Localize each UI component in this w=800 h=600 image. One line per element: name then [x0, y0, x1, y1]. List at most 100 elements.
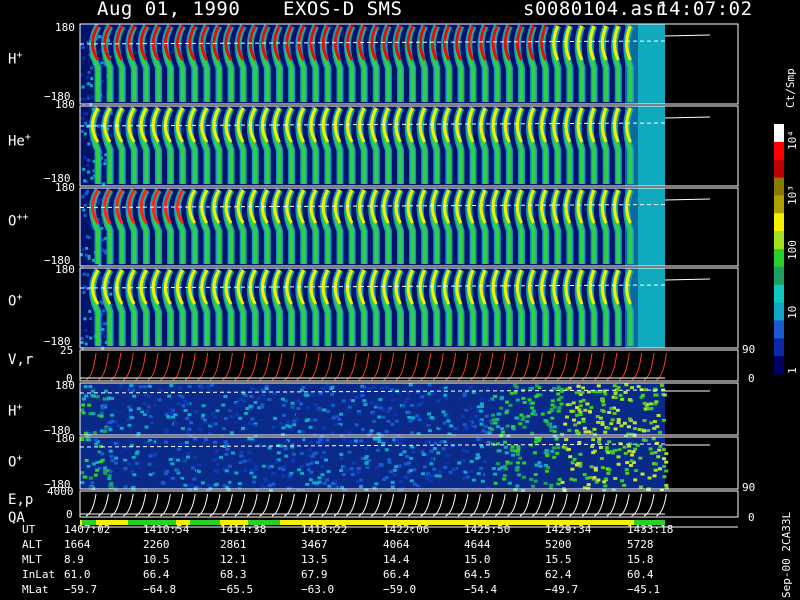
spectro-pixel: [187, 413, 192, 417]
spectro-pixel: [386, 419, 391, 423]
spectro-pixel: [481, 383, 486, 387]
spectro-pixel: [281, 404, 286, 408]
spectro-pixel: [193, 437, 198, 441]
spectro-pixel: [274, 460, 279, 464]
spectro-pixel: [441, 410, 446, 414]
spectro-pixel: [180, 427, 185, 431]
noise-pixel: [85, 112, 89, 116]
arc-peak: [333, 25, 342, 61]
noise-pixel: [87, 123, 91, 127]
spectro-pixel: [628, 418, 633, 422]
spectro-pixel: [106, 396, 111, 400]
spectro-pixel: [627, 417, 632, 421]
spectro-pixel: [474, 393, 479, 397]
spectro-pixel: [314, 403, 319, 407]
spectro-pixel: [97, 450, 102, 454]
spectro-pixel: [223, 417, 228, 421]
spectro-pixel: [390, 480, 395, 484]
spectro-pixel: [376, 437, 381, 441]
arc-peak: [600, 107, 608, 143]
arc-peak: [418, 189, 427, 224]
trace-line: [358, 352, 370, 381]
spectro-pixel: [200, 385, 205, 389]
spectro-pixel: [577, 390, 582, 394]
panel-label-he-plus: He+: [8, 132, 31, 150]
spectro-pixel: [662, 464, 667, 468]
spectro-pixel: [423, 402, 428, 406]
spectro-pixel: [438, 467, 443, 471]
spectro-pixel: [153, 452, 158, 456]
spectro-pixel: [102, 404, 107, 408]
spectro-pixel: [305, 482, 310, 486]
spectro-pixel: [347, 431, 352, 435]
spectro-pixel: [561, 445, 566, 449]
spectro-pixel: [545, 454, 550, 458]
spectro-pixel: [108, 483, 113, 487]
spectro-pixel: [136, 443, 141, 447]
noise-pixel: [84, 192, 88, 196]
spectro-pixel: [534, 463, 539, 467]
arc-peak: [540, 189, 548, 224]
spectro-pixel: [657, 467, 662, 471]
spectro-pixel: [612, 406, 617, 410]
spectro-pixel: [534, 437, 539, 441]
spectro-pixel: [586, 390, 591, 394]
spectro-pixel: [489, 419, 494, 423]
spectro-pixel: [570, 461, 575, 465]
spectro-pixel: [278, 444, 283, 448]
spectro-pixel: [578, 404, 583, 408]
spectro-pixel: [530, 412, 535, 416]
spectro-pixel: [609, 422, 614, 426]
spectro-pixel: [84, 394, 89, 398]
ytick-max: 180: [55, 181, 75, 194]
colorbar-tick-1: 1: [786, 367, 799, 374]
spectro-pixel: [80, 481, 85, 485]
spectro-pixel: [148, 473, 153, 477]
spectro-pixel: [630, 386, 635, 390]
arc-peak: [625, 107, 632, 143]
spectro-pixel: [378, 406, 383, 410]
colorbar-segment: [774, 195, 784, 214]
table-cell: 10.5: [143, 553, 170, 566]
spectro-pixel: [223, 440, 228, 444]
spectro-pixel: [261, 464, 266, 468]
qa-segment: [634, 520, 665, 525]
noise-pixel: [103, 162, 107, 166]
spectro-pixel: [320, 465, 325, 469]
spectro-pixel: [138, 385, 143, 389]
spectro-pixel: [327, 484, 332, 488]
spectro-pixel: [198, 384, 203, 388]
spectro-pixel: [339, 452, 344, 456]
spectro-pixel: [508, 461, 513, 465]
spectro-pixel: [522, 400, 527, 404]
spectro-pixel: [241, 399, 246, 403]
spectro-pixel: [522, 461, 527, 465]
spectro-pixel: [543, 481, 548, 485]
spectro-pixel: [564, 387, 569, 391]
spectro-pixel: [237, 447, 242, 451]
spectro-pixel: [123, 458, 128, 462]
spectro-pixel: [432, 447, 437, 451]
trace-line: [420, 493, 432, 517]
spectro-pixel: [354, 439, 359, 443]
spectro-pixel: [648, 447, 653, 451]
spectro-pixel: [493, 394, 498, 398]
arc-peak: [370, 25, 378, 61]
spectro-pixel: [164, 437, 169, 441]
arc-peak: [515, 269, 523, 305]
spectro-pixel: [630, 453, 635, 457]
spectro-pixel: [322, 426, 327, 430]
spectro-pixel: [392, 473, 397, 477]
spectro-pixel: [583, 408, 588, 412]
colorbar-tick-10: 10: [786, 305, 799, 319]
spectro-pixel: [461, 448, 466, 452]
arc-peak: [467, 107, 475, 143]
spectro-pixel: [222, 444, 227, 448]
spectro-pixel: [516, 445, 521, 449]
spectro-pixel: [516, 447, 521, 451]
spectro-pixel: [438, 424, 443, 428]
spectro-pixel: [153, 438, 158, 442]
spectro-pixel: [176, 471, 181, 475]
spectro-pixel: [265, 416, 270, 420]
spectro-pixel: [503, 464, 508, 468]
